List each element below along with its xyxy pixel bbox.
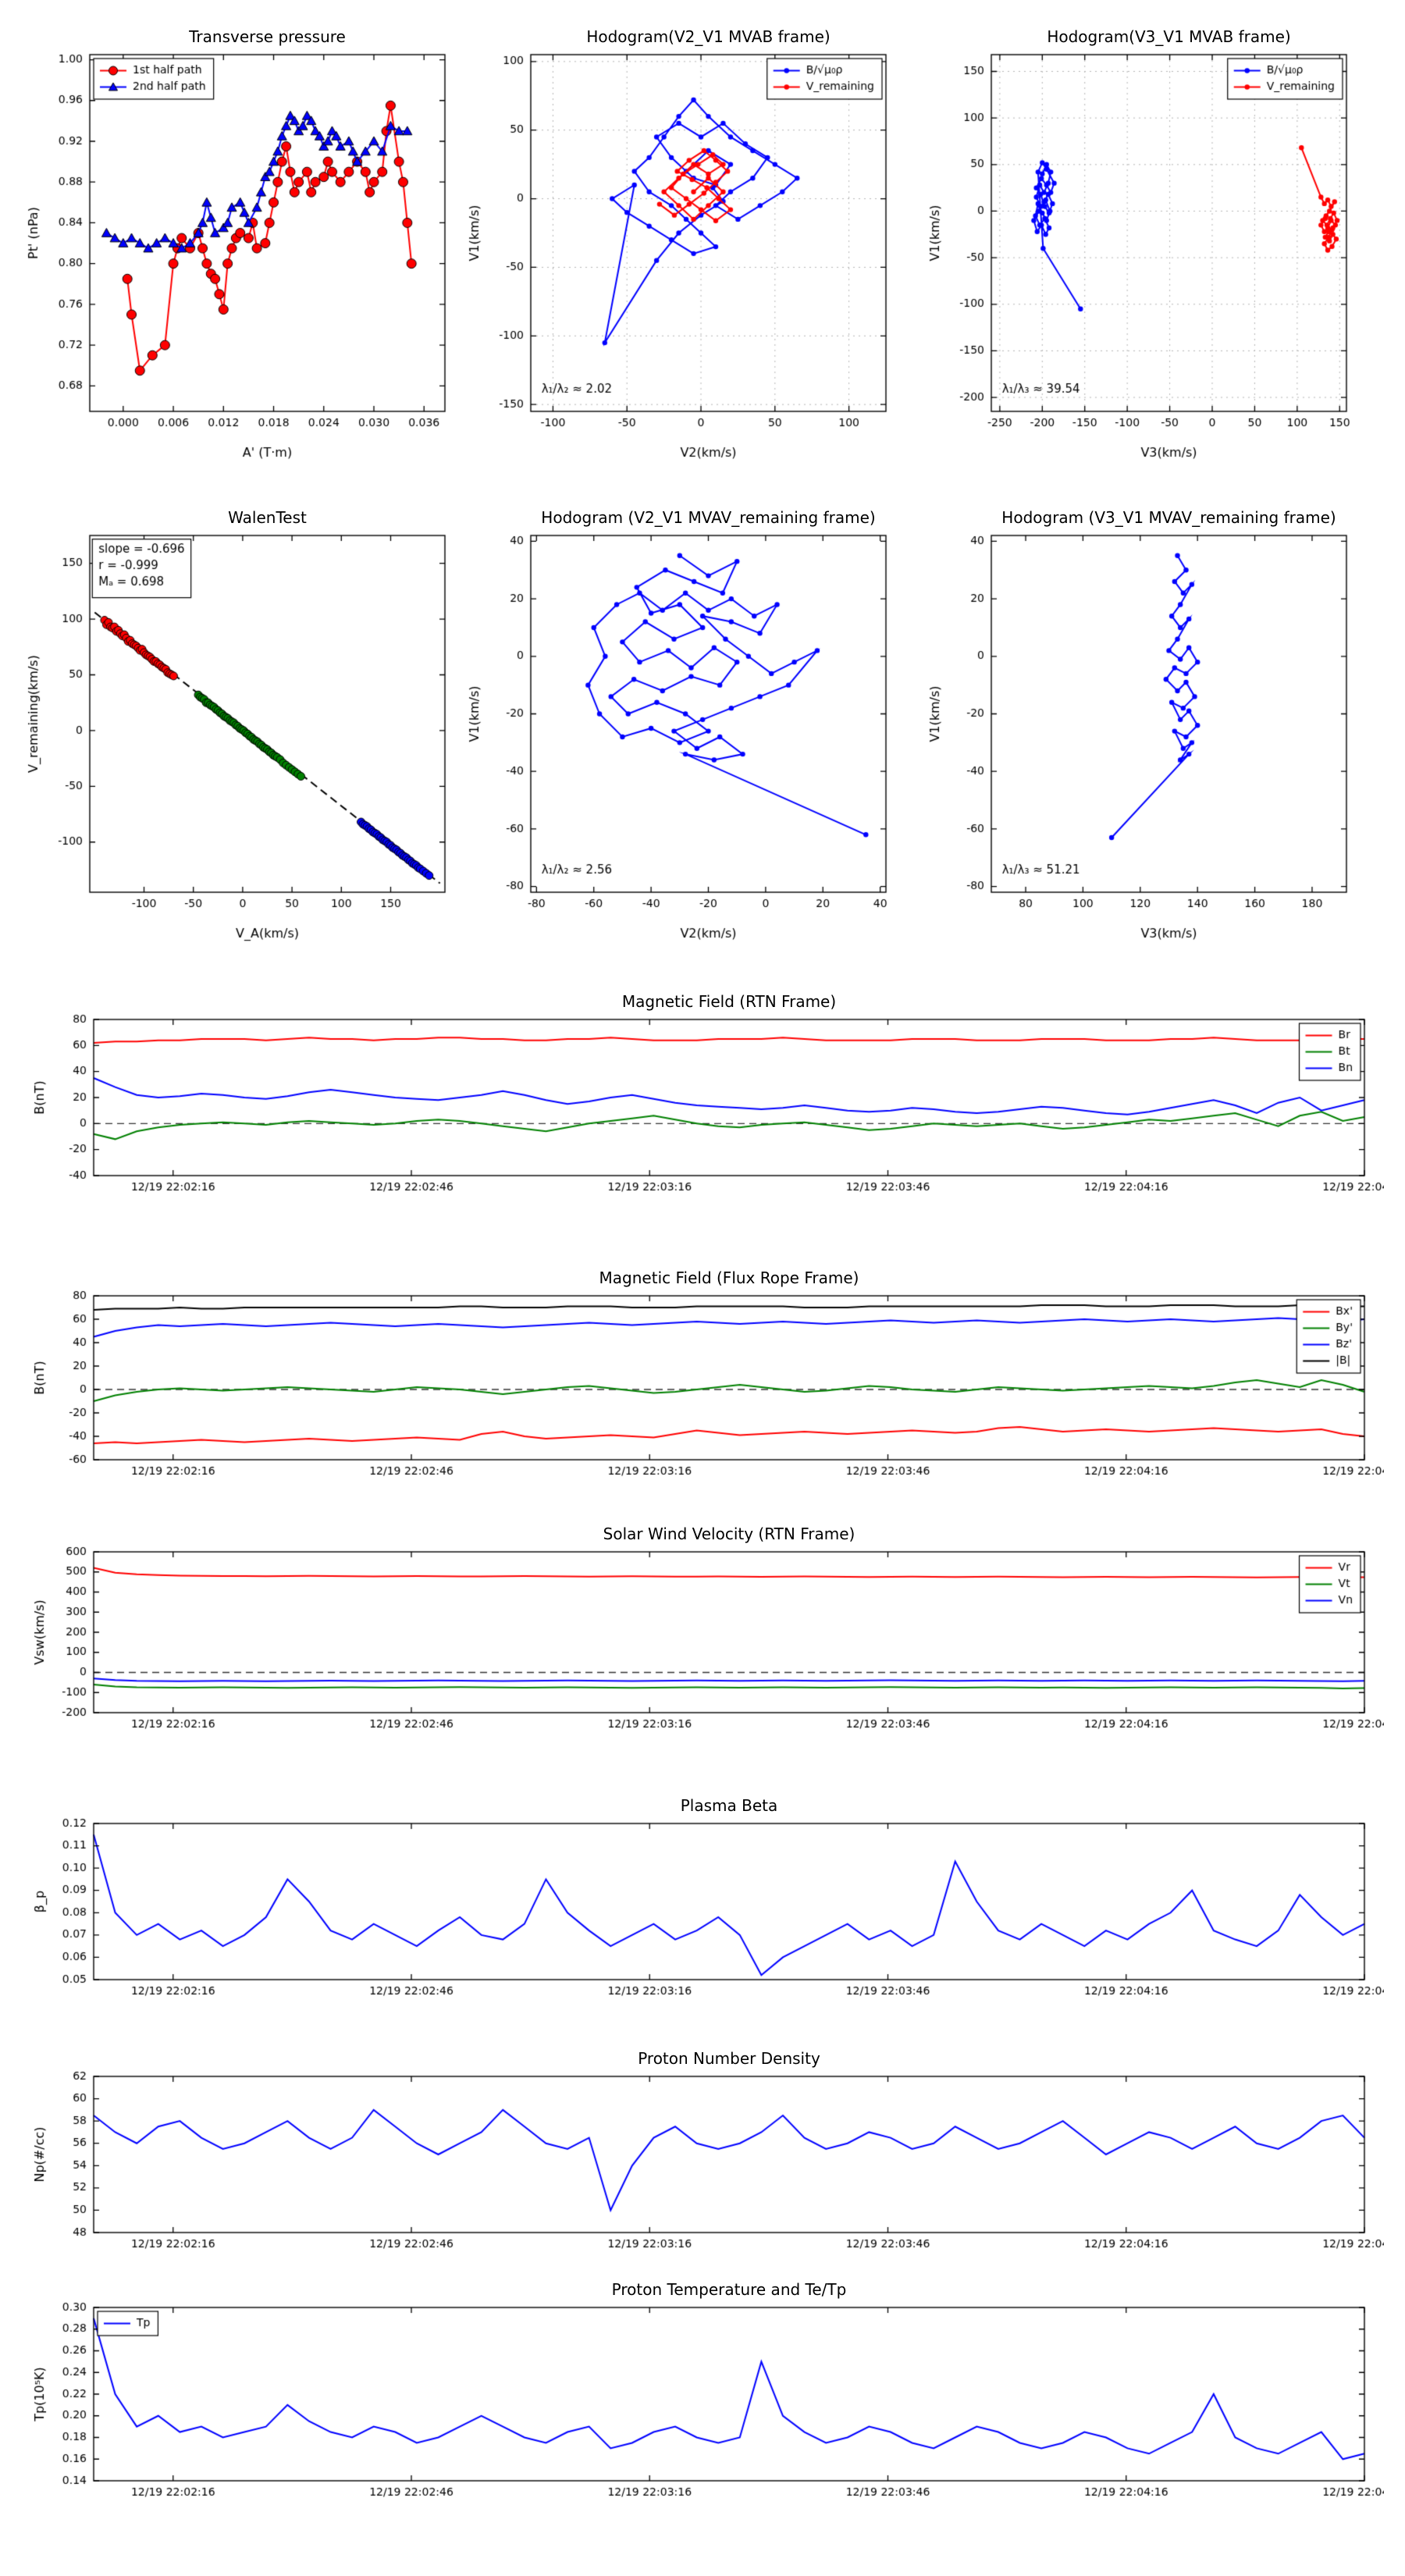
proton-temperature-plot: [22, 2268, 1384, 2529]
transverse-pressure-plot: [16, 17, 457, 474]
hodogram-v2v1-mvab-plot: [457, 17, 898, 474]
chart-title: Magnetic Field (RTN Frame): [621, 992, 837, 1011]
hodogram-v2v1-mvav-plot: [457, 498, 898, 955]
plasma-beta-plot: [22, 1784, 1384, 2028]
chart-title: Proton Number Density: [638, 2049, 820, 2068]
chart-title: Solar Wind Velocity (RTN Frame): [603, 1525, 855, 1543]
chart-hodogram-v3v1-mvav: Hodogram (V3_V1 MVAV_remaining frame): [917, 498, 1358, 955]
chart-proton-temperature: Proton Temperature and Te/Tp: [22, 2268, 1384, 2529]
chart-title: Hodogram(V3_V1 MVAB frame): [1047, 27, 1291, 46]
walen-test-plot: [16, 498, 457, 955]
magnetic-field-flux-rope-plot: [22, 1257, 1384, 1508]
chart-hodogram-v2v1-mvav: Hodogram (V2_V1 MVAV_remaining frame): [457, 498, 898, 955]
magnetic-field-rtn-plot: [22, 980, 1384, 1224]
chart-hodogram-v3v1-mvab: Hodogram(V3_V1 MVAB frame): [917, 17, 1358, 474]
chart-magnetic-field-flux-rope: Magnetic Field (Flux Rope Frame): [22, 1257, 1384, 1508]
hodogram-v3v1-mvav-plot: [917, 498, 1358, 955]
chart-title: Transverse pressure: [189, 27, 346, 46]
hodogram-v3v1-mvab-plot: [917, 17, 1358, 474]
chart-title: Proton Temperature and Te/Tp: [611, 2280, 847, 2299]
solar-wind-velocity-plot: [22, 1513, 1384, 1761]
chart-solar-wind-velocity: Solar Wind Velocity (RTN Frame): [22, 1513, 1384, 1761]
chart-title: Hodogram (V3_V1 MVAV_remaining frame): [1001, 508, 1336, 527]
chart-walen-test: WalenTest: [16, 498, 457, 955]
chart-proton-number-density: Proton Number Density: [22, 2037, 1384, 2281]
chart-plasma-beta: Plasma Beta: [22, 1784, 1384, 2028]
chart-transverse-pressure: Transverse pressure: [16, 17, 457, 474]
chart-hodogram-v2v1-mvab: Hodogram(V2_V1 MVAB frame): [457, 17, 898, 474]
proton-number-density-plot: [22, 2037, 1384, 2281]
chart-title: Hodogram (V2_V1 MVAV_remaining frame): [541, 508, 876, 527]
chart-title: Magnetic Field (Flux Rope Frame): [599, 1268, 859, 1287]
chart-title: WalenTest: [228, 508, 307, 527]
chart-magnetic-field-rtn: Magnetic Field (RTN Frame): [22, 980, 1384, 1224]
chart-title: Plasma Beta: [680, 1796, 778, 1815]
chart-title: Hodogram(V2_V1 MVAB frame): [586, 27, 831, 46]
